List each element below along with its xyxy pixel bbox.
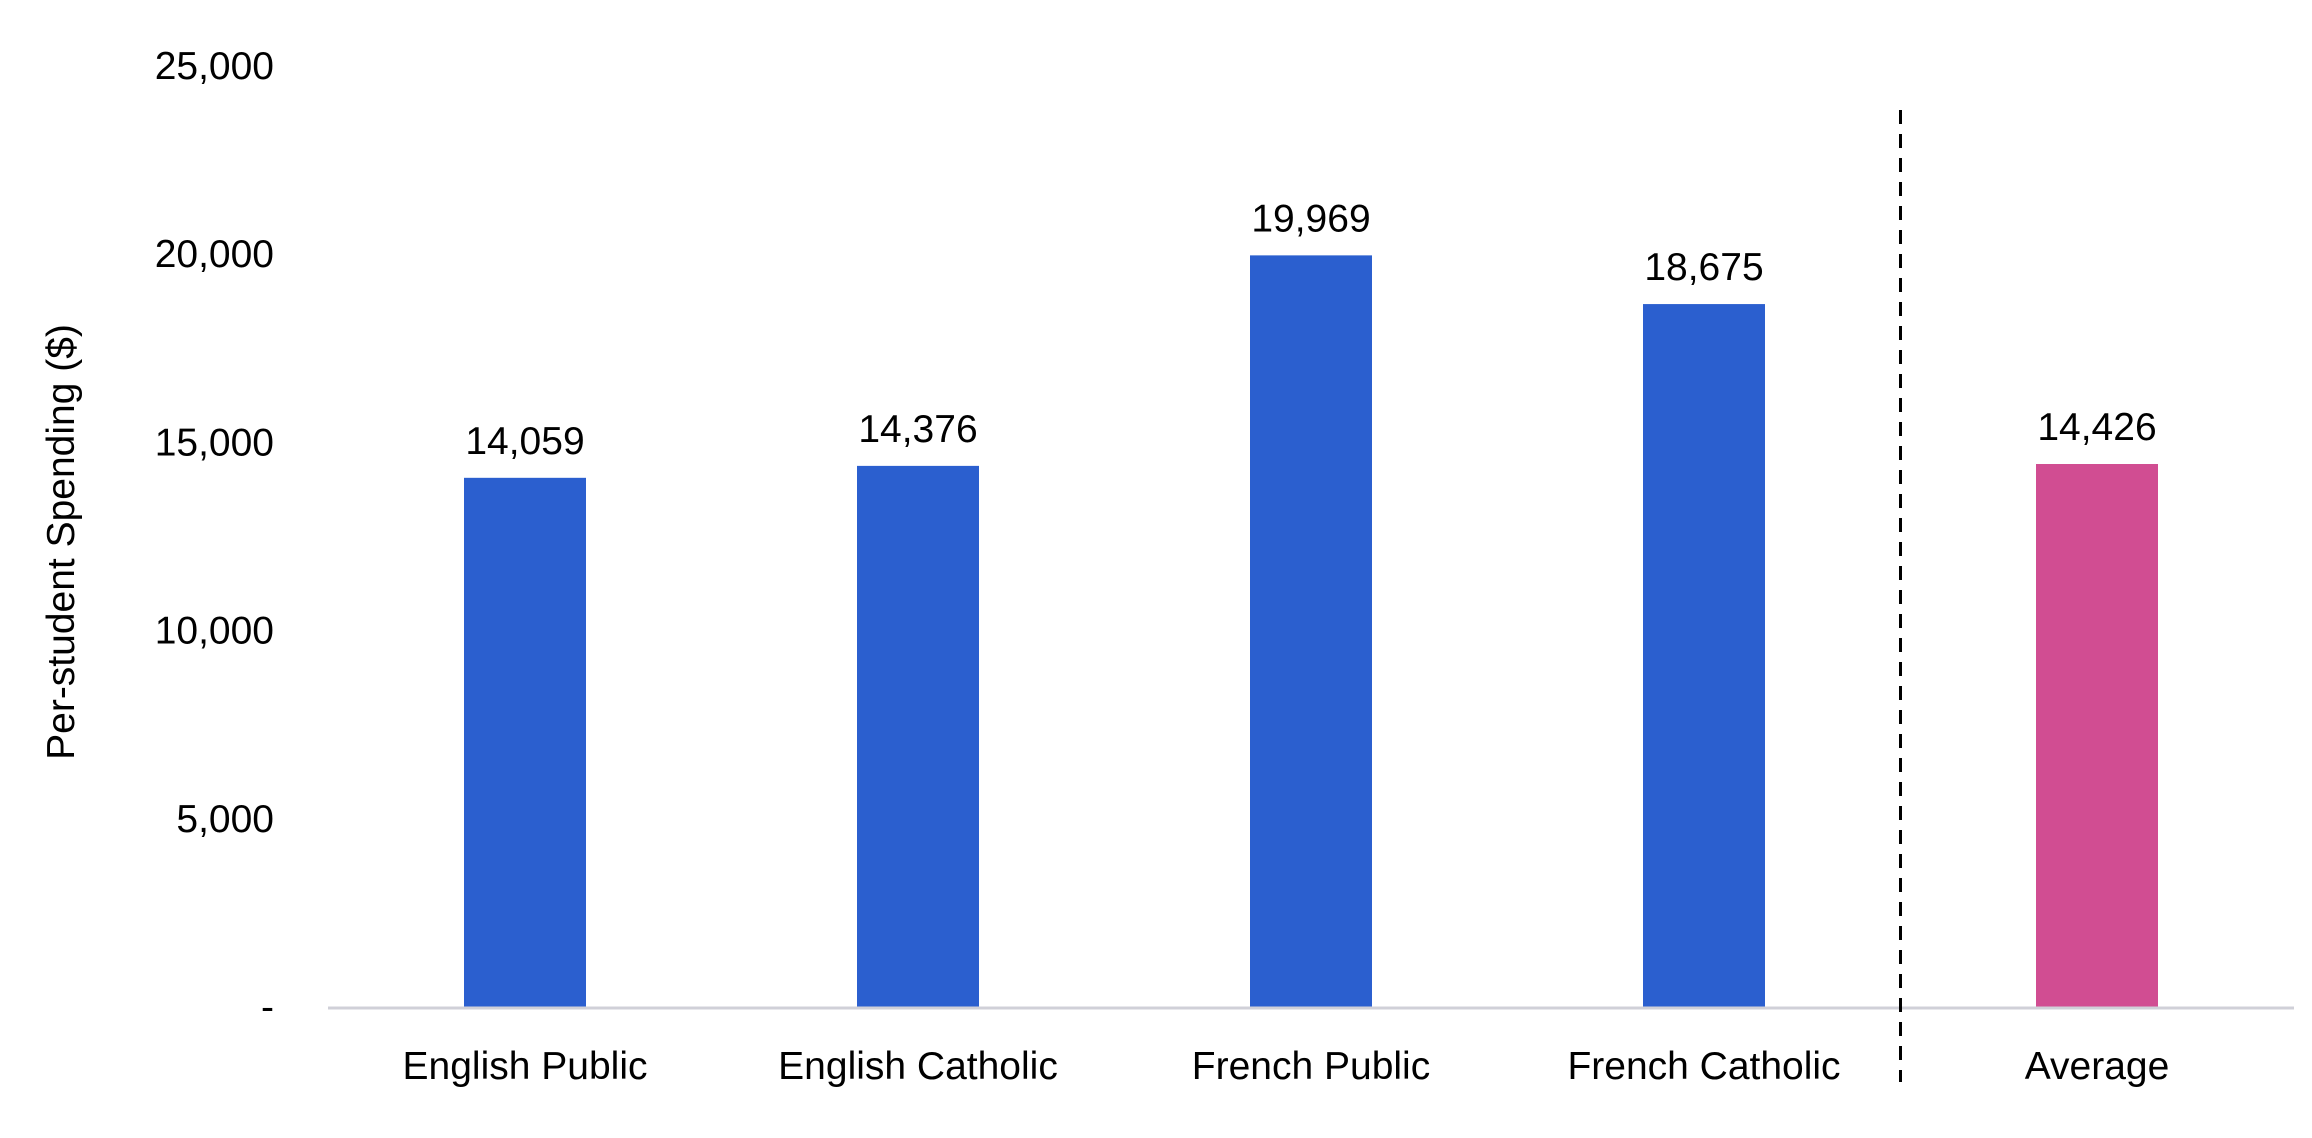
bar-french-catholic — [1643, 304, 1765, 1007]
y-tick-label: - — [261, 986, 274, 1029]
bar-average — [2036, 464, 2158, 1007]
y-tick-label: 20,000 — [155, 233, 274, 276]
data-label: 18,675 — [1644, 246, 1763, 289]
data-label: 14,059 — [465, 420, 584, 463]
data-label: 19,969 — [1251, 197, 1370, 240]
x-category-label: French Catholic — [1567, 1045, 1840, 1088]
data-label: 14,376 — [858, 408, 977, 451]
x-category-label: English Public — [403, 1045, 648, 1088]
y-tick-label: 10,000 — [155, 610, 274, 653]
y-axis-title: Per-student Spending ($) — [40, 324, 83, 760]
bar-english-public — [464, 477, 586, 1008]
y-tick-label: 25,000 — [155, 45, 274, 88]
bar-french-public — [1250, 255, 1372, 1008]
x-category-label: English Catholic — [778, 1045, 1058, 1088]
data-labels: 14,059 14,376 19,969 18,675 14,426 — [465, 197, 2156, 462]
data-label: 14,426 — [2037, 406, 2156, 449]
bars — [464, 255, 2158, 1008]
y-tick-label: 5,000 — [176, 798, 274, 841]
category-labels: English Public English Catholic French Pub… — [403, 1045, 2170, 1088]
x-category-label: Average — [2025, 1045, 2170, 1088]
x-category-label: French Public — [1192, 1045, 1430, 1088]
bar-english-catholic — [857, 465, 979, 1008]
y-tick-label: 15,000 — [155, 421, 274, 464]
y-axis-ticks: - 5,000 10,000 15,000 20,000 25,000 — [155, 45, 274, 1029]
